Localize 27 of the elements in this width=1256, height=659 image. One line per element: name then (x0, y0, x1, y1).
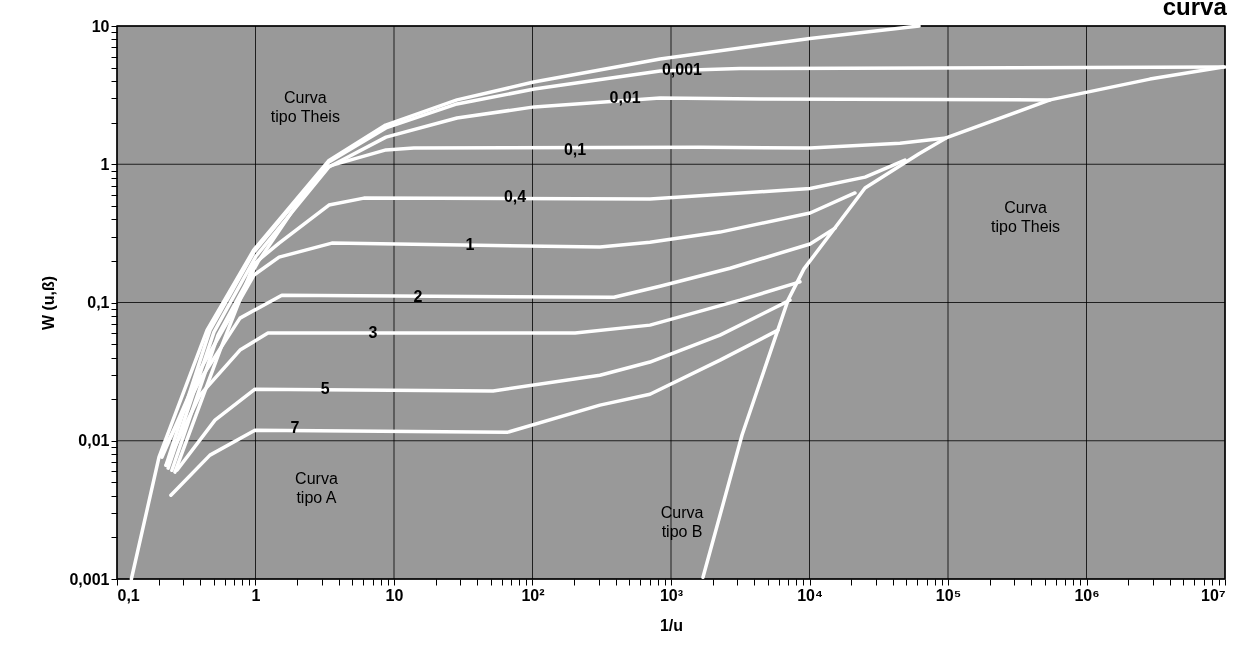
y-tick-label: 0,1 (87, 294, 110, 311)
annotation: 0,1 (563, 140, 587, 158)
x-tick-label: 10³ (659, 586, 684, 604)
annotation: Curva tipo B (660, 503, 704, 540)
chart-title: curva (1162, 0, 1228, 20)
annotation: Curva tipo A (295, 470, 338, 507)
y-tick-label: 1 (100, 155, 110, 173)
annotation: 3 (368, 324, 378, 342)
x-tick-label: 0,1 (117, 586, 140, 604)
x-tick-label: 1 (251, 586, 261, 604)
x-axis-title: 1/u (659, 616, 684, 634)
y-axis-title: W (u,ß) (40, 275, 58, 331)
y-tick-label: 10 (91, 17, 110, 35)
x-tick-label: 10⁵ (935, 586, 962, 604)
annotation: Curva tipo Theis (991, 199, 1061, 236)
annotation: 0,4 (503, 187, 527, 205)
y-tick-label: 0,01 (78, 432, 110, 450)
annotation: 7 (290, 419, 300, 437)
x-tick-label: 10⁷ (1201, 586, 1226, 604)
annotation: Curva tipo Theis (270, 88, 340, 125)
annotation: 0,001 (661, 60, 703, 78)
y-tick-label: 0,001 (69, 570, 110, 588)
x-tick-label: 10⁶ (1074, 586, 1100, 604)
annotation: 1 (465, 236, 475, 254)
x-tick-label: 10² (521, 586, 545, 604)
x-tick-label: 10 (385, 586, 404, 604)
x-tick-label: 10⁴ (797, 586, 823, 604)
